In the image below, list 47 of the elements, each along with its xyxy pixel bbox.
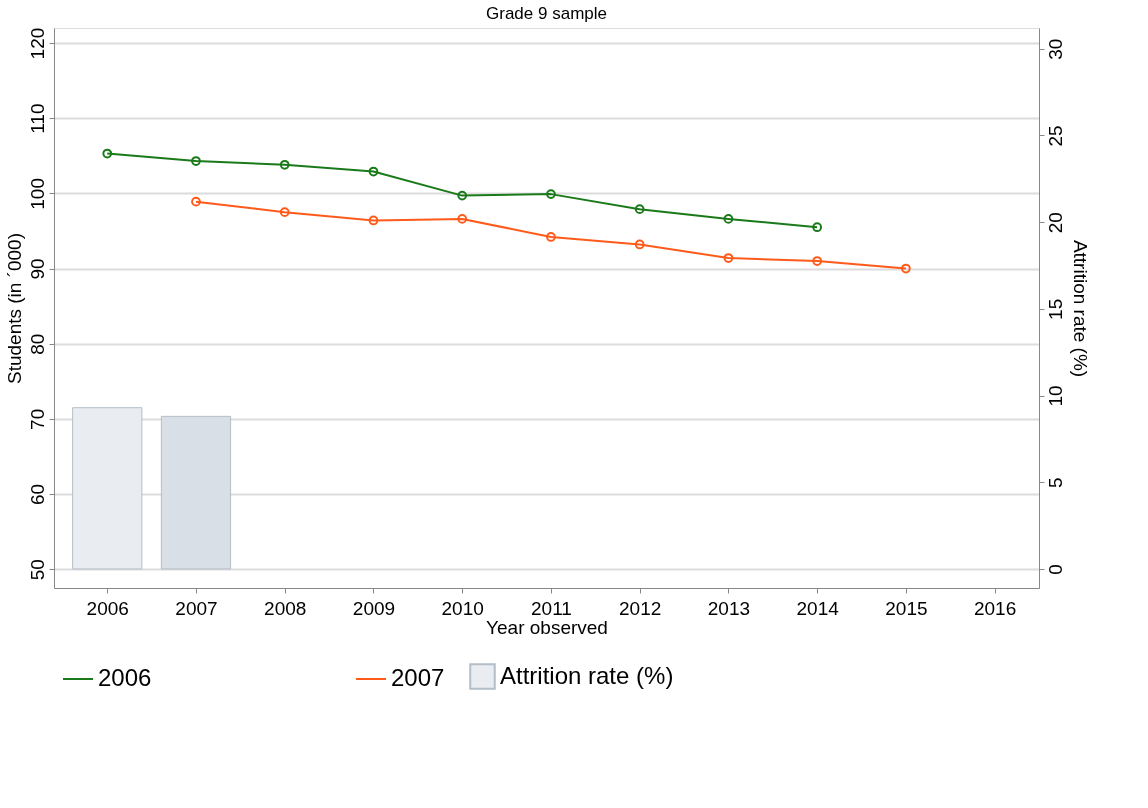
y-axis-title: Students (in ´000) — [3, 232, 25, 385]
y-tick-label: 100 — [26, 178, 48, 210]
point — [457, 214, 468, 224]
x-tick-label: 2007 — [175, 597, 218, 619]
x-tick-label: 2015 — [885, 597, 928, 619]
legend-label: 2007 — [391, 664, 445, 691]
y2-tick-label: 25 — [1044, 125, 1066, 147]
legend-label: Attrition rate (%) — [500, 661, 674, 689]
x-tick-label: 2010 — [441, 597, 484, 619]
y2-tick-label: 20 — [1044, 212, 1066, 234]
point — [634, 204, 645, 215]
legend-label: 2006 — [98, 664, 152, 691]
point — [723, 214, 734, 224]
y2-tick-label: 5 — [1044, 477, 1066, 489]
y2-tick-label: 15 — [1044, 298, 1066, 320]
y-tick-label: 120 — [26, 27, 48, 60]
y-tick-label: 90 — [26, 258, 48, 280]
point — [279, 207, 290, 218]
point — [457, 190, 468, 201]
x-tick-label: 2012 — [619, 597, 662, 619]
x-tick-label: 2014 — [796, 597, 840, 619]
point — [546, 189, 556, 199]
point — [634, 239, 645, 250]
x-tick-label: 2008 — [264, 597, 307, 619]
point — [191, 156, 201, 166]
y2-axis-title: Attrition rate (%) — [1069, 239, 1091, 378]
y2-tick-label: 30 — [1044, 38, 1066, 60]
y-tick-label: 80 — [26, 333, 48, 355]
x-tick-label: 2011 — [531, 597, 572, 619]
point — [723, 253, 734, 263]
y-tick-label: 50 — [26, 559, 48, 581]
x-tick-label: 2009 — [352, 597, 396, 619]
point — [368, 166, 379, 177]
y2-tick-label: 10 — [1044, 385, 1066, 407]
x-tick-label: 2016 — [973, 597, 1017, 619]
x-tick-label: 2013 — [707, 597, 751, 619]
chart-title: Grade 9 sample — [486, 4, 607, 24]
y-tick-label: 60 — [26, 483, 48, 506]
point — [812, 256, 823, 266]
y-tick-label: 110 — [26, 103, 48, 134]
y-tick-label: 70 — [26, 408, 48, 430]
point — [368, 215, 379, 226]
x-axis-title: Year observed — [486, 616, 608, 638]
point — [546, 232, 556, 242]
y2-tick-label: 0 — [1044, 564, 1066, 575]
x-tick-label: 2006 — [86, 597, 129, 619]
point — [279, 159, 290, 170]
